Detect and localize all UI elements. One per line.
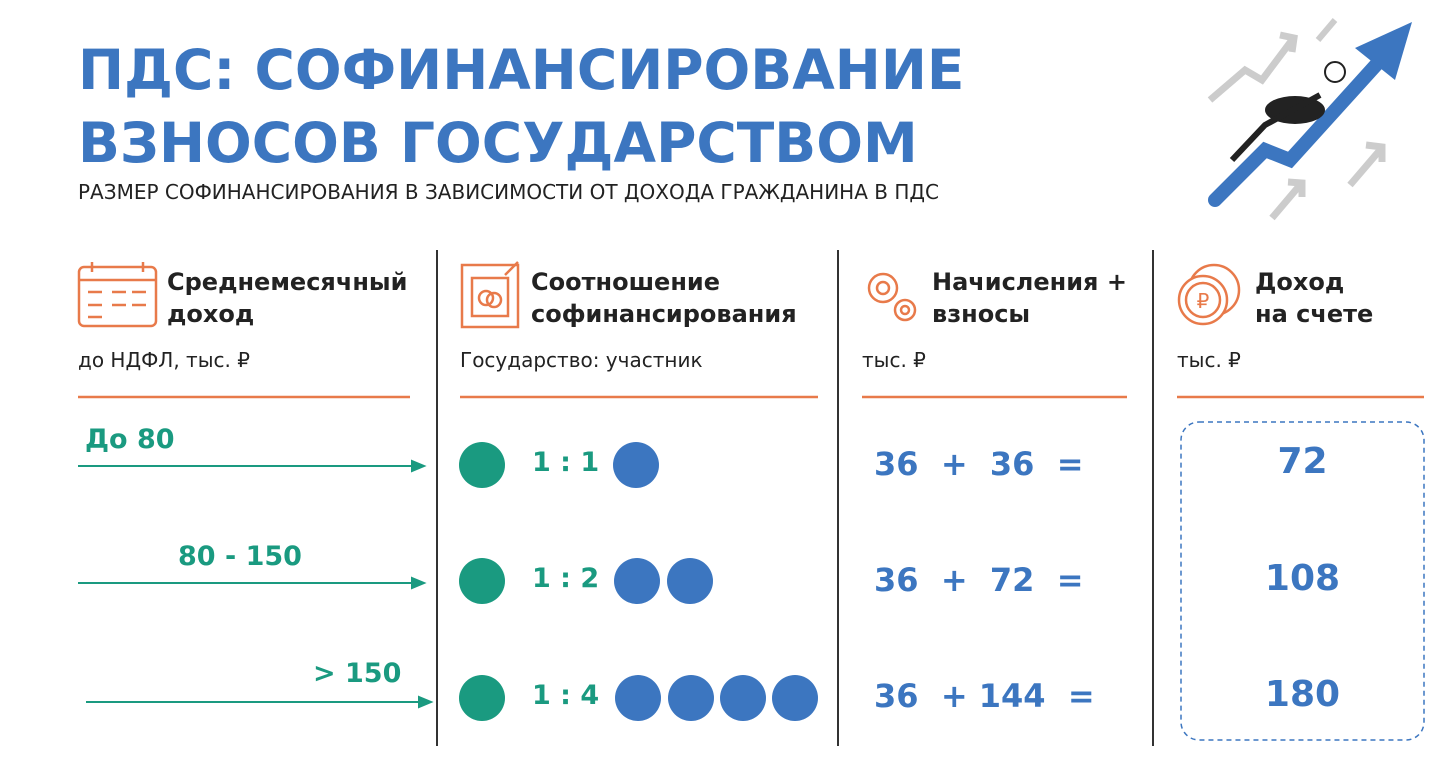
- heading-line: доход: [167, 300, 255, 328]
- subtitle: РАЗМЕР СОФИНАНСИРОВАНИЯ В ЗАВИСИМОСТИ ОТ…: [78, 180, 939, 204]
- total: 72: [1277, 441, 1328, 482]
- heading-line: Доход: [1255, 268, 1345, 296]
- title-line: ПДС: СОФИНАНСИРОВАНИЕ: [78, 38, 965, 102]
- icon-glyph: ₽: [1197, 289, 1210, 313]
- total: 108: [1264, 558, 1341, 599]
- income-label: До 80: [85, 424, 175, 455]
- column-subheading: тыс. ₽: [862, 348, 926, 372]
- column-subheading: до НДФЛ, тыс. ₽: [78, 348, 250, 372]
- heading-line: на счете: [1255, 300, 1374, 328]
- heading-line: Среднемесячный: [167, 268, 408, 296]
- ratio-circles: [459, 442, 818, 721]
- title: ПДС: СОФИНАНСИРОВАНИЕ ВЗНОСОВ ГОСУДАРСТВО…: [78, 34, 964, 180]
- ratio: 1 : 1: [532, 447, 600, 478]
- illustration: [1207, 18, 1412, 221]
- column-heading: Соотношение софинансирования: [531, 266, 797, 330]
- heading-line: Соотношение: [531, 268, 721, 296]
- total: 180: [1264, 674, 1341, 715]
- column-heading: Начисления + взносы: [932, 266, 1127, 330]
- icons: ₽: [77, 261, 1241, 329]
- contributions: 36 + 72 =: [874, 561, 1084, 599]
- column-subheading: Государство: участник: [460, 348, 703, 372]
- income-label: 80 - 150: [178, 541, 302, 572]
- column-heading: Среднемесячный доход: [167, 266, 407, 330]
- ratio: 1 : 2: [532, 563, 600, 594]
- heading-line: Начисления +: [932, 268, 1127, 296]
- column-heading: Доход на счете: [1255, 266, 1373, 330]
- income-arrows: [78, 459, 434, 709]
- income-label: > 150: [313, 658, 402, 689]
- dividers: [436, 250, 1154, 746]
- heading-line: взносы: [932, 300, 1031, 328]
- ratio: 1 : 4: [532, 680, 600, 711]
- title-line: ВЗНОСОВ ГОСУДАРСТВОМ: [78, 111, 918, 175]
- heading-line: софинансирования: [531, 300, 797, 328]
- column-subheading: тыс. ₽: [1177, 348, 1241, 372]
- contributions: 36 + 36 =: [874, 445, 1084, 483]
- contributions: 36 + 144 =: [874, 677, 1095, 715]
- total-box: [1180, 421, 1425, 741]
